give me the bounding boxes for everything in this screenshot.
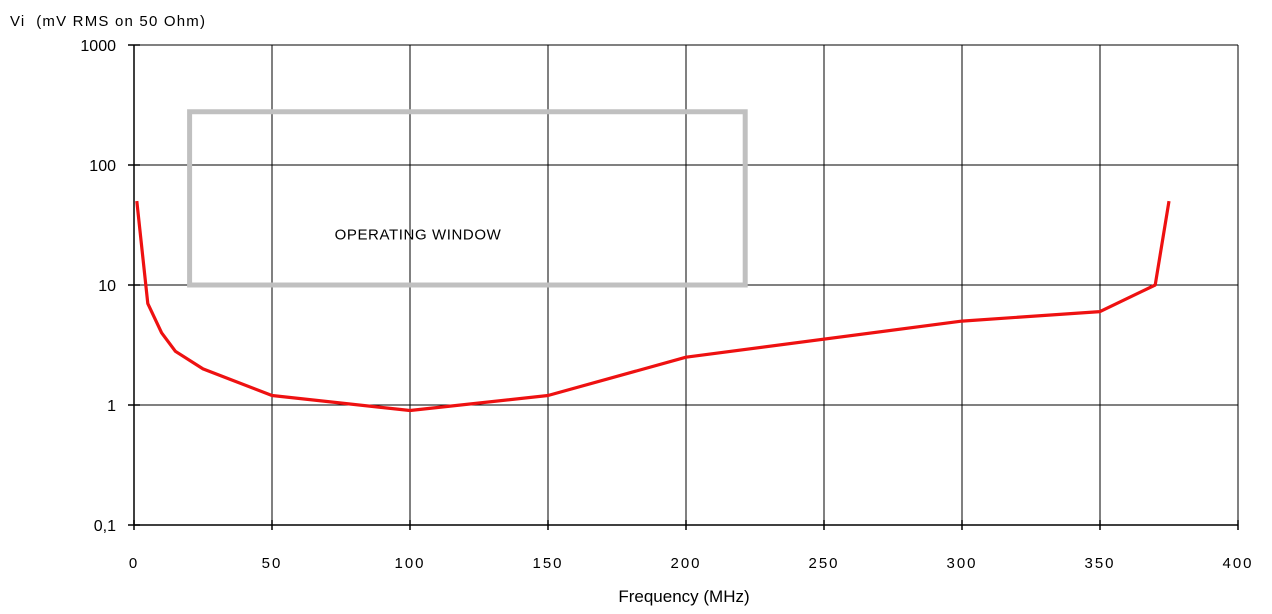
x-tick-label: 350 xyxy=(1084,555,1115,572)
series-line xyxy=(135,200,1171,413)
x-tick-label: 0 xyxy=(129,555,139,572)
y-tick-label: 10 xyxy=(98,278,116,295)
y-tick-label: 1000 xyxy=(80,38,116,55)
y-tick-label: 1 xyxy=(107,398,116,415)
x-tick-label: 50 xyxy=(262,555,283,572)
operating-window-box xyxy=(187,109,748,288)
y-tick-label: 0,1 xyxy=(94,518,116,535)
x-tick-label: 100 xyxy=(394,555,425,572)
axes xyxy=(128,44,1239,530)
x-tick-label: 200 xyxy=(670,555,701,572)
grid xyxy=(134,44,1239,525)
x-tick-label: 250 xyxy=(808,555,839,572)
x-tick-label: 300 xyxy=(946,555,977,572)
operating-window-label: OPERATING WINDOW xyxy=(335,227,502,244)
x-tick-label: 400 xyxy=(1222,555,1253,572)
y-tick-label: 100 xyxy=(89,158,116,175)
x-axis-title: Frequency (MHz) xyxy=(618,587,749,606)
tick-labels: 0 50 100 150 200 250 300 350 400 0,1 1 10 100 1000 xyxy=(80,38,1253,572)
y-axis-title: Vi (mV RMS on 50 Ohm) xyxy=(10,13,206,30)
x-tick-label: 150 xyxy=(532,555,563,572)
